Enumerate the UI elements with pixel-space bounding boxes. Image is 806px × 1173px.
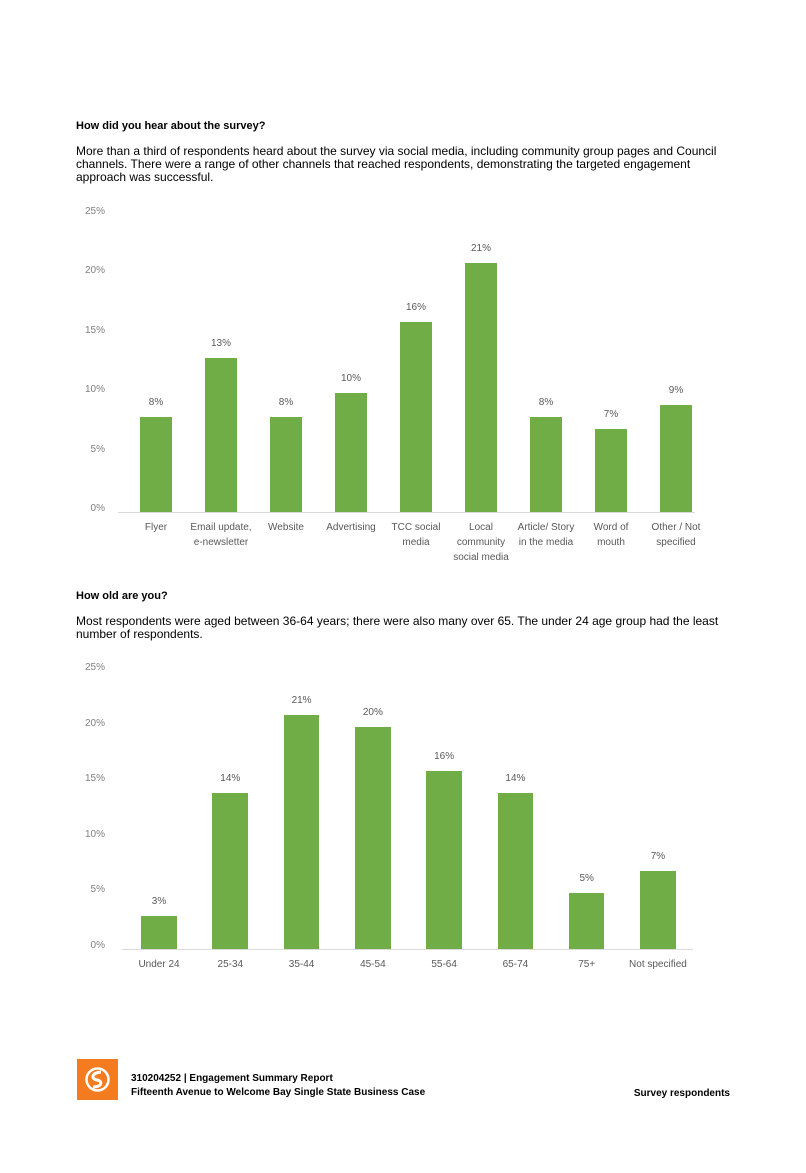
bar: [464, 262, 498, 512]
section-heading: How old are you?: [76, 590, 168, 602]
x-tick-label: Email update, e-newsletter: [190, 522, 252, 548]
bar: [659, 405, 693, 512]
y-tick-label: 20%: [84, 265, 105, 277]
data-label: 14%: [505, 773, 526, 785]
x-tick-label: 65-74: [502, 959, 529, 970]
data-label: 16%: [434, 751, 455, 763]
data-label: 20%: [362, 706, 383, 718]
y-tick-label: 20%: [84, 717, 105, 729]
bar: [283, 715, 320, 949]
data-label: 16%: [405, 301, 426, 313]
bar: [212, 793, 249, 949]
y-tick-label: 5%: [90, 884, 105, 896]
x-tick-label: Local community social media: [453, 522, 509, 563]
x-tick-label: Not specified: [629, 959, 687, 970]
y-tick-label: 10%: [84, 828, 105, 840]
y-tick-label: 15%: [84, 773, 105, 785]
bar: [568, 893, 605, 949]
x-axis-line: [118, 512, 695, 513]
x-tick-label: 45-54: [360, 959, 386, 970]
section-text: Most respondents were aged between 36-64…: [76, 614, 719, 641]
y-tick-label: 25%: [84, 206, 105, 217]
x-tick-label: Advertising: [326, 522, 376, 533]
data-label: 3%: [151, 895, 167, 907]
footer-report: 310204252 | Engagement Summary Report: [131, 1073, 333, 1084]
data-label: 9%: [668, 385, 684, 397]
section-text: More than a third of respondents heard a…: [76, 144, 717, 184]
x-tick-label: 55-64: [431, 959, 457, 970]
bar: [399, 321, 433, 512]
data-label: 14%: [220, 773, 241, 785]
data-label: 5%: [579, 873, 594, 885]
data-label: 21%: [291, 695, 312, 707]
bar: [497, 793, 534, 949]
y-tick-label: 15%: [84, 324, 105, 336]
bar: [141, 915, 177, 949]
data-label: 10%: [340, 373, 361, 385]
bar: [640, 871, 676, 949]
bar: [355, 726, 391, 949]
bar: [139, 416, 173, 512]
y-tick-label: 10%: [84, 384, 105, 396]
x-tick-label: 25-34: [217, 959, 244, 970]
x-tick-label: Flyer: [144, 522, 168, 533]
footer-project: Fifteenth Avenue to Welcome Bay Single S…: [131, 1087, 426, 1098]
data-label: 8%: [278, 396, 294, 408]
y-tick-label: 0%: [90, 503, 105, 514]
x-tick-label: Article/ Story in the media: [517, 522, 575, 548]
bar: [594, 428, 628, 512]
data-label: 7%: [603, 408, 619, 420]
x-tick-label: Under 24: [138, 959, 180, 970]
logo: [77, 1059, 118, 1100]
data-label: 8%: [148, 396, 164, 408]
logo-icon: [85, 1067, 110, 1092]
data-label: 8%: [538, 396, 554, 408]
bar: [334, 393, 368, 512]
data-label: 13%: [210, 337, 231, 349]
bar: [204, 357, 238, 512]
bar: [529, 416, 563, 512]
x-tick-label: 35-44: [288, 959, 315, 970]
data-label: 21%: [470, 242, 491, 254]
data-label: 7%: [650, 851, 666, 863]
x-axis-line: [122, 949, 693, 950]
bar: [426, 771, 462, 949]
x-tick-label: Website: [268, 522, 304, 533]
footer-section: Survey respondents: [633, 1088, 730, 1099]
x-tick-label: 75+: [578, 959, 596, 970]
x-tick-label: Other / Not specified: [651, 522, 701, 548]
y-tick-label: 25%: [84, 662, 105, 673]
section-heading: How did you hear about the survey?: [76, 120, 266, 132]
x-tick-label: TCC social media: [391, 522, 441, 548]
bar: [269, 416, 303, 512]
x-tick-label: Word of mouth: [593, 522, 629, 548]
y-tick-label: 0%: [90, 940, 105, 951]
y-tick-label: 5%: [90, 443, 105, 455]
